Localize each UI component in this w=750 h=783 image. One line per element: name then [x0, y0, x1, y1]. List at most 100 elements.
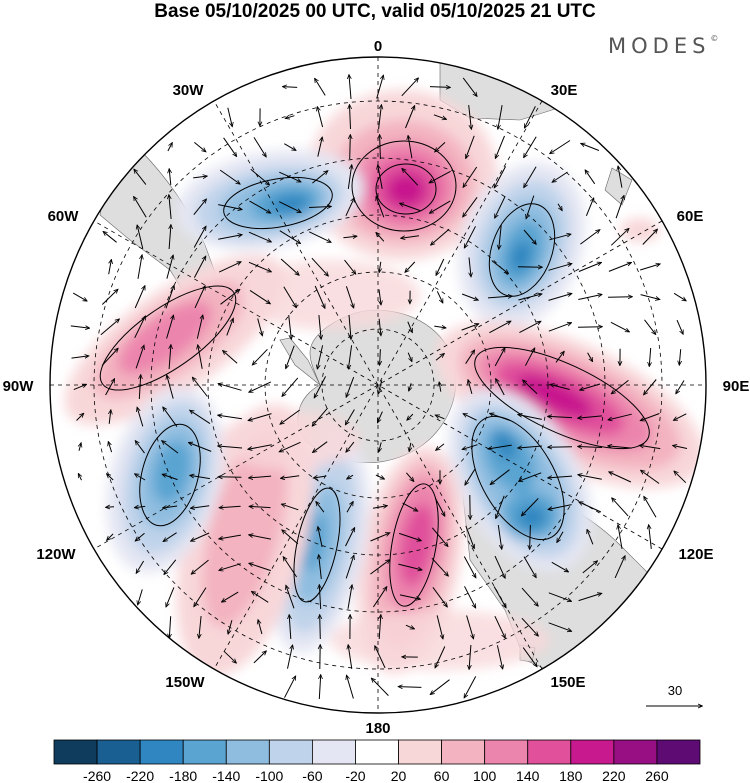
wind-arrow: [223, 351, 238, 364]
wind-arrow: [581, 144, 600, 151]
colorbar-swatch: [311, 739, 356, 765]
wind-arrow: [253, 651, 266, 664]
wind-arrow: [612, 498, 629, 517]
wind-arrow: [315, 79, 326, 96]
wind-arrow: [578, 416, 602, 418]
wind-arrow: [640, 264, 660, 271]
wind-arrow: [106, 507, 115, 508]
wind-arrow: [286, 586, 295, 609]
wind-arrow: [379, 261, 381, 272]
wind-arrow: [431, 228, 450, 245]
wind-arrow: [577, 327, 602, 328]
wind-arrow: [641, 471, 660, 484]
wind-arrow: [587, 352, 593, 362]
wind-arrow: [166, 587, 175, 606]
wind-arrow: [487, 296, 512, 298]
wind-arrow: [548, 476, 573, 478]
wind-arrow: [548, 323, 571, 332]
wind-arrow: [313, 441, 328, 453]
wind-arrow: [107, 533, 114, 540]
label-lon-120e: 120E: [678, 546, 713, 563]
wind-arrow: [219, 506, 241, 507]
wind-arrow: [518, 446, 543, 448]
wind-arrow: [137, 255, 142, 279]
wind-arrow: [193, 227, 206, 248]
wind-arrow: [162, 441, 179, 454]
wind-arrow: [136, 441, 145, 454]
wind-arrow: [134, 316, 146, 339]
wind-arrow: [346, 376, 355, 397]
label-lon-150w: 150W: [165, 674, 205, 691]
contour-layer: [99, 140, 650, 607]
wind-arrow: [522, 647, 537, 667]
wind-arrow: [468, 105, 472, 129]
wind-arrow: [429, 87, 450, 88]
wind-arrow: [199, 616, 201, 638]
colorbar-tick-label: 60: [434, 768, 450, 783]
wind-arrow: [578, 295, 601, 300]
wind-arrow: [436, 615, 443, 638]
wind-arrow: [676, 319, 683, 334]
wind-arrow: [319, 675, 320, 700]
wind-arrow: [218, 446, 243, 448]
wind-arrow: [380, 349, 381, 365]
wind-arrow: [319, 585, 320, 610]
wind-arrow: [194, 587, 207, 607]
wind-arrow: [522, 498, 539, 515]
wind-arrow: [578, 475, 602, 480]
wind-arrow: [526, 195, 535, 219]
wind-arrow: [220, 290, 240, 305]
wind-arrow: [434, 326, 445, 328]
wind-arrow: [287, 645, 293, 669]
wind-arrow: [557, 531, 564, 542]
wind-arrow: [551, 561, 568, 571]
wind-arrow: [286, 116, 295, 119]
label-lon-150e: 150E: [550, 674, 585, 691]
wind-arrow: [491, 260, 508, 274]
wind-arrow: [288, 315, 292, 339]
colorbar-swatch: [268, 739, 313, 765]
colorbar-swatch: [570, 739, 615, 765]
wind-arrow: [435, 354, 444, 361]
colorbar-tick-label: -220: [126, 768, 154, 783]
wind-arrow: [198, 345, 203, 369]
wind-arrow: [253, 348, 268, 364]
graticule: [50, 57, 706, 713]
wind-arrow: [550, 140, 571, 154]
copyright-mark: ©: [710, 34, 719, 43]
wind-arrow: [349, 314, 351, 339]
wind-arrow: [525, 106, 536, 127]
wind-arrow: [164, 559, 177, 574]
wind-arrow: [607, 297, 632, 298]
wind-arrow: [548, 294, 572, 301]
wind-arrow: [530, 524, 531, 549]
wind-arrow: [548, 622, 572, 631]
wind-arrow: [165, 286, 174, 309]
wind-arrow: [318, 527, 323, 548]
wind-arrow: [407, 352, 412, 362]
land-antarctic-peninsula: [279, 337, 321, 386]
wind-arrow: [282, 504, 299, 511]
wind-arrow: [372, 506, 387, 508]
colorbar-tick-label: -180: [169, 768, 197, 783]
wind-arrow: [79, 474, 82, 481]
wind-arrow: [281, 475, 300, 479]
wind-arrow: [189, 443, 212, 452]
wind-arrow: [73, 384, 86, 391]
wind-arrow: [618, 525, 623, 549]
colorbar-swatch: [53, 739, 98, 765]
wind-arrow: [496, 495, 505, 518]
wind-arrow: [223, 137, 237, 156]
wind-arrow: [312, 407, 328, 426]
wind-arrow: [219, 384, 242, 391]
colorbar-swatch: [355, 739, 399, 765]
wind-arrow: [398, 532, 421, 540]
wind-arrow: [496, 135, 505, 158]
wind-arrow: [228, 620, 233, 634]
colorbar-swatch: [182, 739, 227, 765]
wind-arrow: [343, 236, 356, 238]
wind-arrow: [166, 316, 174, 339]
wind-arrow: [350, 135, 351, 160]
wind-arrow: [379, 442, 381, 451]
wind-arrow: [436, 415, 445, 420]
